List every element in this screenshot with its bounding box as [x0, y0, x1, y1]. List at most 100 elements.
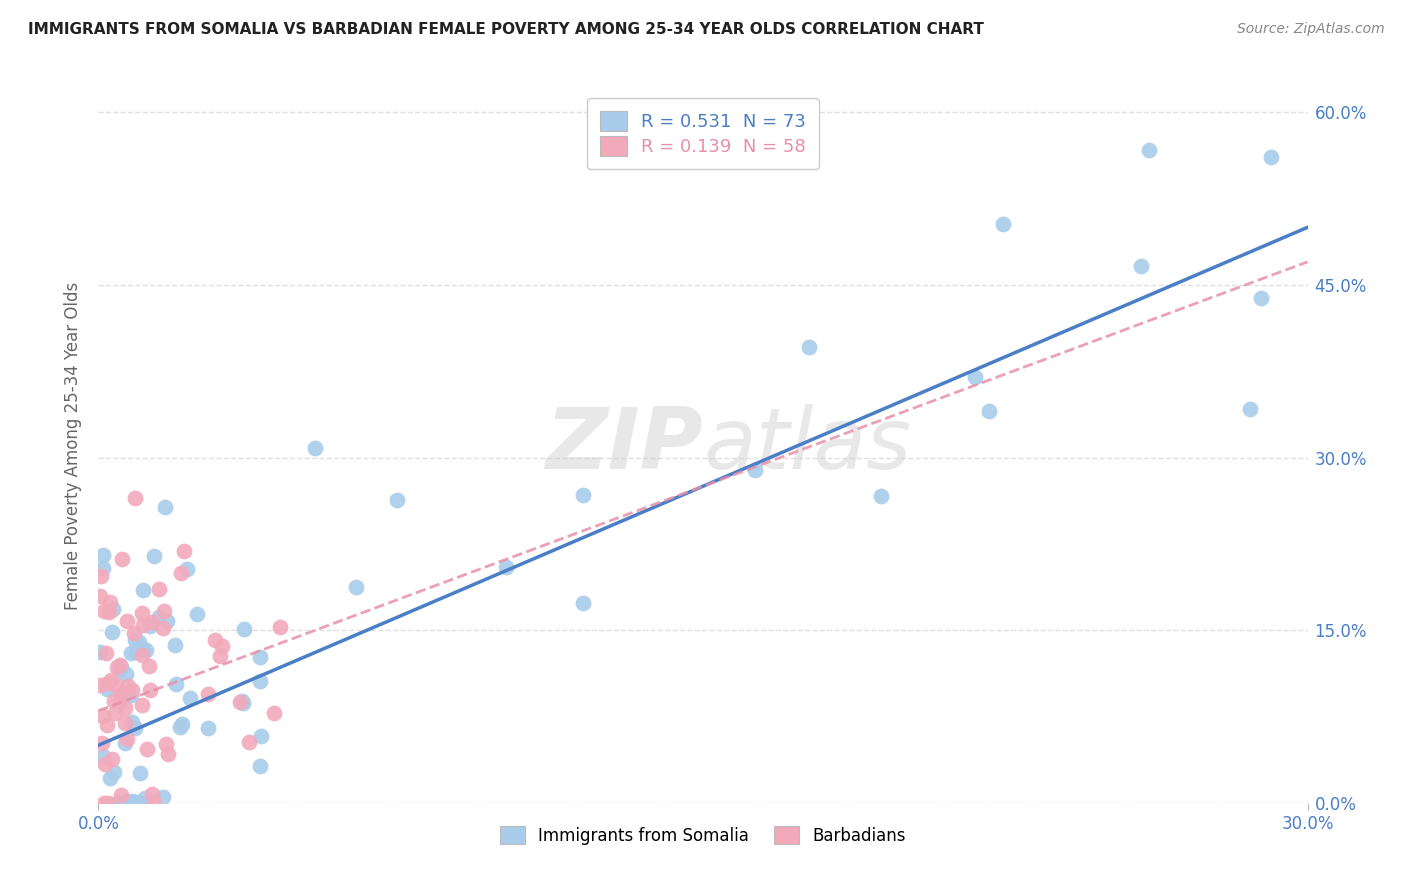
Point [129, 766, 152, 780]
Point [249, 650, 271, 665]
Point [965, 369, 987, 384]
Point [197, 687, 219, 701]
Text: IMMIGRANTS FROM SOMALIA VS BARBADIAN FEMALE POVERTY AMONG 25-34 YEAR OLDS CORREL: IMMIGRANTS FROM SOMALIA VS BARBADIAN FEM… [28, 22, 984, 37]
Point [122, 794, 145, 808]
Point [991, 217, 1014, 231]
Point [173, 544, 195, 558]
Point [155, 737, 177, 751]
Point [141, 787, 163, 801]
Point [117, 731, 139, 746]
Point [249, 673, 271, 688]
Point [132, 583, 155, 598]
Point [91, 749, 114, 764]
Point [107, 796, 129, 810]
Point [93, 757, 115, 772]
Point [152, 621, 174, 635]
Point [98, 595, 121, 609]
Point [153, 604, 176, 618]
Point [148, 609, 170, 624]
Point [114, 716, 136, 731]
Point [263, 706, 285, 720]
Point [572, 488, 595, 502]
Point [176, 562, 198, 576]
Point [142, 549, 165, 564]
Point [165, 676, 187, 690]
Point [90, 568, 112, 582]
Text: ZIP: ZIP [546, 404, 703, 488]
Point [148, 582, 170, 597]
Point [344, 581, 367, 595]
Point [97, 675, 120, 690]
Point [152, 789, 174, 804]
Point [110, 659, 132, 673]
Legend: Immigrants from Somalia, Barbadians: Immigrants from Somalia, Barbadians [494, 820, 912, 852]
Point [132, 617, 155, 632]
Point [97, 796, 120, 810]
Point [129, 796, 152, 810]
Point [197, 722, 219, 736]
Text: atlas: atlas [703, 404, 911, 488]
Point [91, 736, 114, 750]
Point [117, 679, 139, 693]
Point [238, 735, 260, 749]
Point [572, 596, 595, 610]
Point [172, 717, 194, 731]
Point [115, 794, 138, 808]
Point [101, 602, 124, 616]
Point [269, 620, 291, 634]
Point [139, 619, 162, 633]
Point [136, 742, 159, 756]
Point [115, 614, 138, 628]
Point [156, 614, 179, 628]
Point [208, 648, 231, 663]
Point [91, 561, 114, 575]
Point [170, 566, 193, 581]
Point [250, 729, 273, 743]
Point [121, 714, 143, 729]
Point [89, 677, 111, 691]
Point [134, 791, 156, 805]
Point [100, 771, 122, 785]
Point [138, 658, 160, 673]
Point [143, 796, 166, 810]
Point [165, 638, 187, 652]
Point [105, 678, 128, 692]
Point [96, 717, 118, 731]
Point [131, 648, 153, 663]
Point [114, 736, 136, 750]
Point [125, 796, 148, 810]
Point [232, 696, 254, 710]
Point [108, 658, 131, 673]
Point [101, 624, 124, 639]
Point [115, 667, 138, 681]
Point [105, 796, 128, 810]
Point [91, 548, 114, 562]
Point [139, 683, 162, 698]
Point [111, 552, 134, 566]
Point [108, 663, 131, 677]
Point [211, 640, 233, 654]
Point [1130, 260, 1153, 274]
Point [91, 708, 114, 723]
Point [141, 615, 163, 629]
Point [108, 694, 131, 708]
Point [89, 589, 111, 603]
Point [797, 340, 820, 354]
Point [204, 633, 226, 648]
Point [105, 660, 128, 674]
Point [114, 701, 136, 715]
Point [132, 641, 155, 656]
Point [120, 688, 142, 702]
Point [127, 796, 149, 810]
Point [121, 683, 143, 698]
Point [869, 489, 891, 503]
Point [495, 560, 517, 574]
Point [93, 796, 115, 810]
Point [103, 765, 125, 780]
Point [744, 463, 766, 477]
Point [103, 693, 125, 707]
Point [115, 687, 138, 701]
Point [110, 687, 132, 701]
Point [89, 645, 111, 659]
Point [385, 492, 408, 507]
